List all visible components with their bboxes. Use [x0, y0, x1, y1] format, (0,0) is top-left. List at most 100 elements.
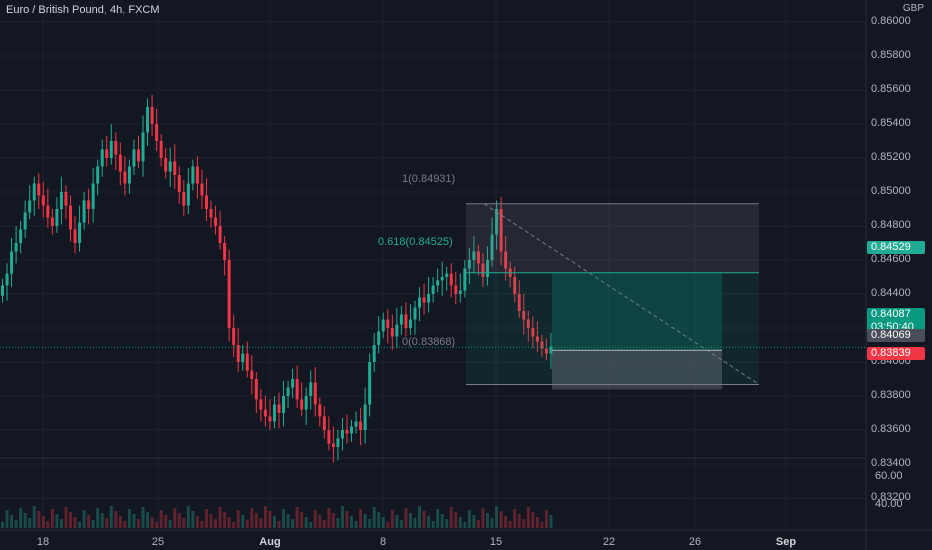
- stop-price-tag: 0.83839: [867, 347, 925, 360]
- candle-body: [78, 222, 82, 243]
- volume-bar: [118, 516, 122, 528]
- candle-body: [1, 285, 4, 296]
- candle-body: [309, 382, 313, 396]
- volume-bar: [114, 511, 118, 528]
- volume-bar: [472, 515, 476, 528]
- fib-trend-line: [483, 203, 760, 385]
- candle-body: [236, 345, 240, 362]
- candle-body: [32, 183, 36, 201]
- volume-bar: [481, 508, 485, 528]
- candle-body: [399, 314, 403, 325]
- volume-bar: [254, 513, 258, 528]
- volume-bar: [350, 516, 354, 528]
- candle-body: [404, 314, 408, 328]
- volume-bar: [164, 515, 168, 528]
- volume-bar: [59, 519, 63, 528]
- volume-bar: [354, 521, 358, 528]
- volume-bar: [182, 518, 186, 528]
- volume-bar: [263, 506, 267, 528]
- volume-bar: [476, 520, 480, 528]
- candle-body: [368, 362, 372, 405]
- candle-body: [336, 438, 340, 447]
- volume-bar: [490, 518, 494, 528]
- volume-bar: [313, 510, 317, 528]
- volume-bar: [146, 512, 150, 528]
- volume-bar: [46, 521, 50, 528]
- volume-bar: [218, 507, 222, 528]
- volume-bar: [241, 515, 245, 528]
- candle-body: [313, 382, 317, 405]
- candle-body: [476, 251, 480, 264]
- volume-axis-label: 40.00: [875, 498, 903, 510]
- candle-body: [204, 195, 208, 209]
- volume-bar: [105, 518, 109, 528]
- candle-body: [359, 421, 363, 430]
- volume-bar: [331, 513, 335, 528]
- candle-body: [408, 319, 412, 328]
- candle-body: [463, 268, 467, 291]
- candle-body: [372, 345, 376, 362]
- volume-bar: [41, 516, 45, 528]
- volume-bar: [150, 517, 154, 528]
- candle-body: [245, 353, 249, 371]
- time-axis-label: Sep: [775, 536, 797, 548]
- price-axis-label: 0.83600: [871, 423, 911, 435]
- candle-body: [427, 294, 431, 303]
- candle-body: [504, 251, 508, 269]
- fib-level-1[interactable]: 1(0.84931): [402, 173, 456, 185]
- volume-bar: [440, 514, 444, 528]
- volume-pane: [1, 506, 553, 528]
- volume-bar: [227, 517, 231, 528]
- candle-body: [28, 200, 32, 213]
- candle-body: [327, 430, 331, 444]
- candle-body: [182, 192, 186, 206]
- candle-body: [418, 297, 422, 308]
- volume-bar: [368, 519, 372, 528]
- fib-level-0[interactable]: 0(0.83868): [402, 336, 456, 348]
- candle-body: [136, 149, 140, 162]
- candle-body: [291, 379, 295, 388]
- candle-body: [5, 273, 9, 286]
- candle-body: [23, 212, 27, 230]
- candle-body: [100, 149, 104, 167]
- volume-bar: [535, 517, 539, 528]
- volume-bar: [250, 508, 254, 528]
- candle-body: [340, 430, 344, 439]
- volume-bar: [381, 517, 385, 528]
- volume-bar: [232, 522, 236, 528]
- volume-bar: [300, 512, 304, 528]
- candle-body: [10, 251, 14, 274]
- price-axis-label: 0.85800: [871, 49, 911, 61]
- fib-level-618[interactable]: 0.618(0.84525): [378, 236, 453, 248]
- volume-bar: [173, 508, 177, 528]
- candle-body: [549, 346, 553, 354]
- volume-bar: [23, 513, 27, 528]
- candle-body: [223, 243, 227, 260]
- candle-body: [395, 324, 399, 337]
- candle-body: [227, 260, 231, 328]
- volume-bar: [309, 522, 313, 528]
- symbol-title[interactable]: Euro / British Pound, 4h, FXCM: [6, 4, 160, 16]
- volume-bar: [504, 516, 508, 528]
- candle-body: [73, 229, 77, 243]
- candle-body: [123, 171, 127, 184]
- volume-bar: [96, 508, 100, 528]
- volume-bar: [517, 514, 521, 528]
- chart-drawings: [0, 203, 866, 390]
- candle-body: [486, 260, 490, 277]
- candle-body: [259, 399, 263, 410]
- volume-bar: [436, 509, 440, 528]
- volume-bar: [200, 521, 204, 528]
- volume-bar: [109, 506, 113, 528]
- candle-body: [132, 149, 136, 167]
- candle-body: [318, 404, 322, 417]
- volume-bar: [422, 511, 426, 528]
- candle-body: [118, 154, 122, 172]
- volume-bar: [236, 510, 240, 528]
- volume-bar: [123, 521, 127, 528]
- price-axis-label: 0.84600: [871, 253, 911, 265]
- candle-body: [531, 328, 535, 337]
- candle-body: [168, 161, 172, 172]
- candle-body: [87, 200, 91, 209]
